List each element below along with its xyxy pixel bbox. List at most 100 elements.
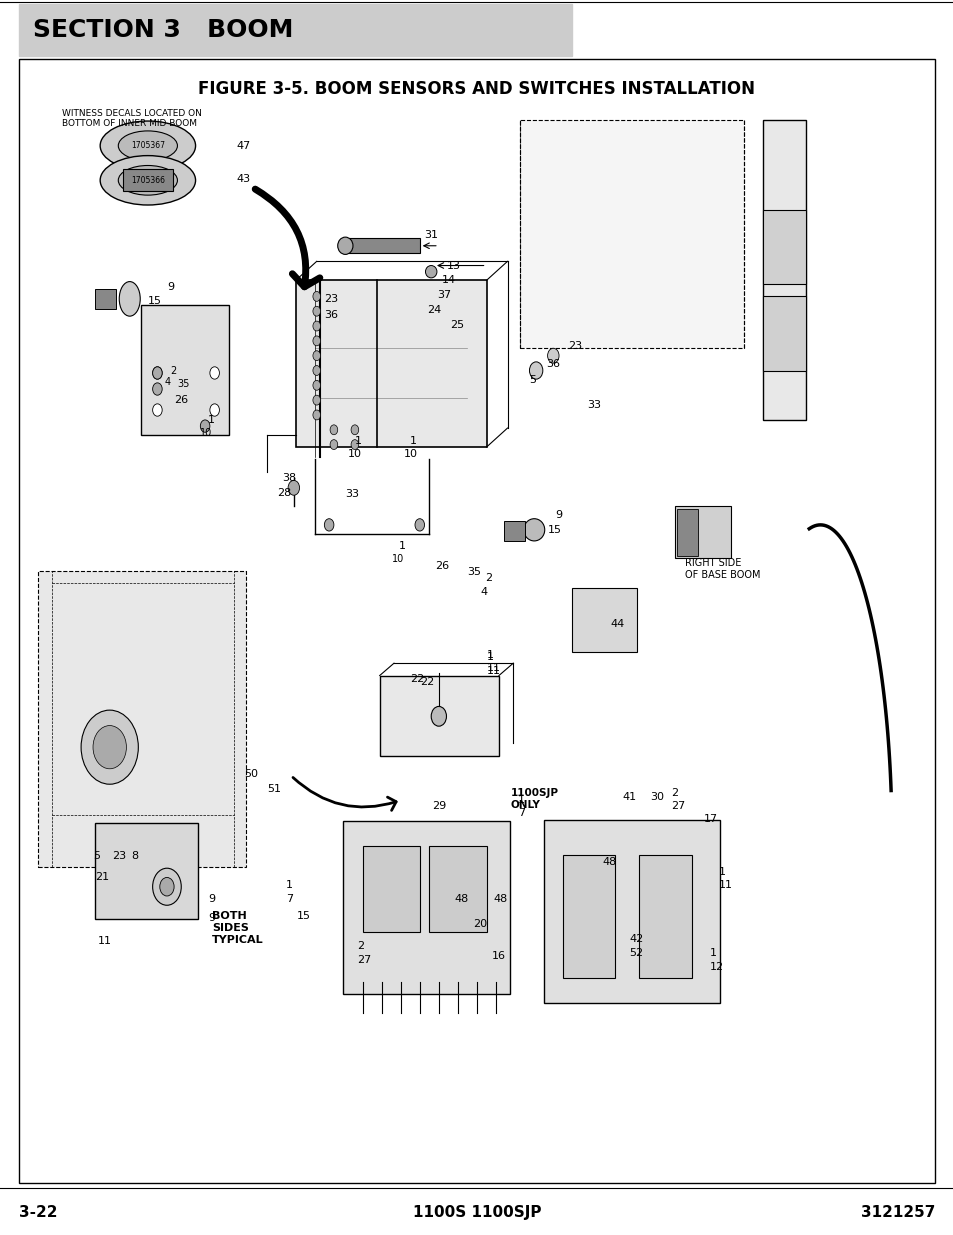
Text: 2: 2	[670, 788, 677, 798]
Circle shape	[288, 480, 299, 495]
Text: 50: 50	[244, 769, 258, 779]
Text: 1: 1	[709, 948, 716, 958]
Text: 26: 26	[435, 561, 449, 571]
Circle shape	[200, 420, 210, 432]
Circle shape	[351, 440, 358, 450]
Bar	[95, 289, 116, 309]
Bar	[362, 846, 419, 932]
Text: 2: 2	[484, 573, 491, 583]
Text: 8: 8	[132, 851, 138, 861]
Text: 1: 1	[355, 436, 361, 446]
Text: 10: 10	[348, 450, 362, 459]
Circle shape	[313, 291, 320, 301]
Text: 25: 25	[450, 320, 464, 330]
Bar	[141, 305, 229, 435]
Text: 15: 15	[148, 296, 162, 306]
Text: SECTION 3   BOOM: SECTION 3 BOOM	[33, 17, 294, 42]
Ellipse shape	[425, 266, 436, 278]
Text: 33: 33	[586, 400, 600, 410]
Text: 1: 1	[486, 652, 493, 662]
Text: 20: 20	[473, 919, 487, 929]
Bar	[677, 509, 698, 556]
Bar	[762, 210, 805, 284]
Text: 35: 35	[467, 567, 481, 577]
Text: 52: 52	[629, 948, 643, 958]
Circle shape	[152, 404, 162, 416]
Ellipse shape	[426, 282, 436, 293]
Text: 1: 1	[398, 541, 405, 551]
Text: 5: 5	[529, 375, 536, 385]
Text: 23: 23	[568, 341, 582, 351]
Bar	[519, 120, 743, 348]
Circle shape	[313, 410, 320, 420]
Circle shape	[313, 351, 320, 361]
Text: 24: 24	[427, 305, 441, 315]
Text: 17: 17	[703, 814, 718, 824]
Text: 1: 1	[517, 795, 524, 805]
Text: 7: 7	[517, 808, 524, 818]
Circle shape	[330, 440, 337, 450]
FancyBboxPatch shape	[19, 4, 572, 56]
Circle shape	[415, 519, 424, 531]
Text: 7: 7	[286, 894, 293, 904]
Bar	[379, 676, 498, 756]
Text: 22: 22	[419, 677, 434, 687]
Ellipse shape	[159, 877, 173, 897]
Bar	[675, 506, 730, 558]
Bar	[348, 238, 419, 253]
Text: 47: 47	[236, 141, 251, 151]
Text: 9: 9	[167, 282, 173, 291]
Text: WITNESS DECALS LOCATED ON
BOTTOM OF INNER MID BOOM: WITNESS DECALS LOCATED ON BOTTOM OF INNE…	[62, 109, 202, 128]
Text: 9: 9	[555, 510, 561, 520]
Ellipse shape	[119, 282, 140, 316]
Bar	[762, 120, 805, 420]
Circle shape	[313, 306, 320, 316]
Text: 4: 4	[480, 587, 487, 597]
Circle shape	[547, 348, 558, 363]
Text: 1: 1	[486, 650, 493, 659]
Circle shape	[210, 404, 219, 416]
Bar	[429, 846, 486, 932]
Bar	[503, 521, 524, 541]
Text: 1: 1	[410, 436, 416, 446]
Bar	[343, 821, 510, 994]
Text: 2: 2	[356, 941, 363, 951]
Text: 11: 11	[98, 936, 112, 946]
Circle shape	[313, 380, 320, 390]
FancyArrowPatch shape	[255, 189, 319, 287]
Text: 3-22: 3-22	[19, 1205, 57, 1220]
Text: BOTH
SIDES
TYPICAL: BOTH SIDES TYPICAL	[212, 911, 263, 945]
Text: 30: 30	[650, 792, 664, 802]
Text: 15: 15	[296, 911, 311, 921]
Text: 13: 13	[446, 261, 460, 270]
Text: 27: 27	[670, 802, 684, 811]
Circle shape	[330, 425, 337, 435]
Ellipse shape	[118, 131, 177, 161]
Text: 12: 12	[709, 962, 723, 972]
Text: 41: 41	[621, 792, 636, 802]
Ellipse shape	[118, 165, 177, 195]
Text: 3121257: 3121257	[860, 1205, 934, 1220]
Ellipse shape	[93, 725, 126, 768]
Circle shape	[351, 425, 358, 435]
Circle shape	[313, 321, 320, 331]
Circle shape	[529, 362, 542, 379]
Text: 35: 35	[177, 379, 190, 389]
Bar	[543, 820, 720, 1003]
Text: 21: 21	[95, 872, 110, 882]
Text: FIGURE 3-5. BOOM SENSORS AND SWITCHES INSTALLATION: FIGURE 3-5. BOOM SENSORS AND SWITCHES IN…	[198, 80, 755, 99]
Text: 16: 16	[492, 951, 506, 961]
Text: 48: 48	[493, 894, 507, 904]
Text: 48: 48	[454, 894, 468, 904]
Text: 36: 36	[324, 310, 338, 320]
Circle shape	[313, 336, 320, 346]
Circle shape	[431, 706, 446, 726]
Bar	[762, 296, 805, 370]
Ellipse shape	[523, 519, 544, 541]
Bar	[38, 571, 246, 867]
Bar	[95, 823, 198, 919]
Text: 27: 27	[356, 955, 371, 965]
Text: 31: 31	[424, 230, 438, 240]
Text: 11: 11	[486, 663, 500, 673]
Text: 42: 42	[629, 934, 643, 944]
